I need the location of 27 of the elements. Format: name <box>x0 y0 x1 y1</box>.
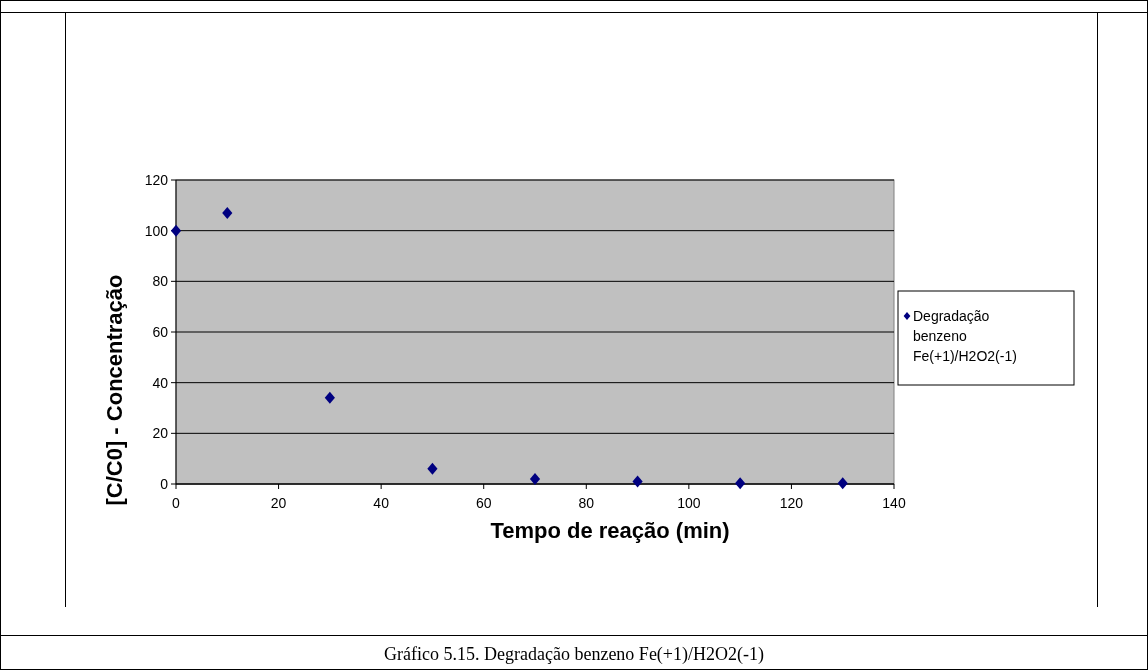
point <box>529 472 541 485</box>
y-axis-title: [C/C0] - Concentração <box>102 274 127 506</box>
point <box>324 391 335 404</box>
legend-label: Degradação benzeno Fe(+1)/H2O2(-1) <box>913 308 1017 364</box>
point <box>222 206 233 219</box>
point <box>427 462 438 475</box>
x-tick-label: 140 <box>882 495 906 511</box>
y-tick-label: 100 <box>144 222 169 239</box>
y-tick-label: 0 <box>160 475 169 492</box>
point <box>632 475 643 488</box>
x-tick-label: 60 <box>475 495 492 511</box>
x-tick-label: 80 <box>578 495 595 511</box>
y-tick-label: 80 <box>152 273 169 290</box>
point <box>170 224 182 237</box>
x-tick-label: 40 <box>373 495 390 511</box>
x-tick-label: 0 <box>172 495 181 511</box>
text: Gráfico 5.15. Degradação benzeno Fe(+1)/H2O2(-1) <box>384 644 764 665</box>
x-tick-label: 20 <box>270 495 287 511</box>
y-tick-label: 60 <box>152 323 169 340</box>
y-tick-label: 20 <box>152 425 169 442</box>
y-tick-label: 40 <box>152 374 169 391</box>
x-tick-label: 120 <box>779 495 804 511</box>
y-tick-label: 120 <box>144 171 169 188</box>
x-axis-title: Tempo de reação (min) <box>490 518 730 543</box>
point <box>735 477 746 490</box>
point <box>837 477 848 490</box>
x-tick-label: 100 <box>677 495 701 511</box>
